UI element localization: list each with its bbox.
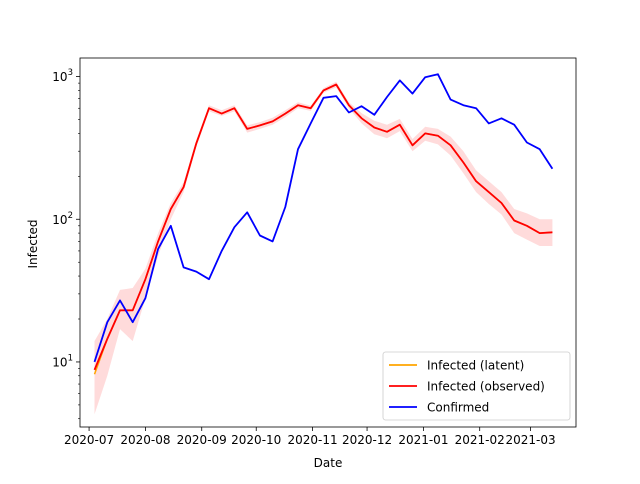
legend-frame (382, 351, 571, 421)
y-tick-label: 101 (52, 353, 73, 369)
legend: Infected (latent) Infected (observed) Conf… (382, 351, 571, 421)
y-tick-exponent: 2 (68, 211, 73, 221)
x-tick-label: 2021-01 (398, 433, 448, 447)
plot-area (93, 73, 554, 415)
legend-entry: Confirmed (427, 401, 489, 415)
series-line-2 (93, 83, 553, 371)
y-tick-base: 10 (52, 355, 67, 369)
x-tick-label: 2020-10 (231, 433, 281, 447)
x-tick-label: 2020-07 (64, 433, 114, 447)
x-tick-label: 2021-03 (506, 433, 556, 447)
x-tick-label: 2020-12 (342, 433, 392, 447)
x-tick-label: 2020-08 (120, 433, 170, 447)
x-tick-label: 2020-09 (177, 433, 227, 447)
y-axis-label: Infected (26, 219, 40, 268)
axes-frame (79, 57, 577, 428)
y-tick-label: 102 (52, 211, 73, 227)
x-axis-label: Date (314, 456, 343, 470)
x-tick-label: 2021-02 (455, 433, 505, 447)
y-tick-exponent: 3 (68, 68, 73, 78)
x-tick-label: 2020-11 (287, 433, 337, 447)
y-tick-exponent: 1 (68, 353, 73, 363)
legend-entry: Infected (observed) (427, 380, 545, 394)
axes: 2020-07 2020-08 2020-09 2020-10 2020-11 2020-… (52, 57, 577, 447)
legend-entry: Infected (latent) (427, 359, 524, 373)
y-tick-label: 103 (52, 68, 73, 84)
y-tick-base: 10 (52, 213, 67, 227)
y-tick-base: 10 (52, 70, 67, 84)
series-line-3 (93, 73, 554, 363)
